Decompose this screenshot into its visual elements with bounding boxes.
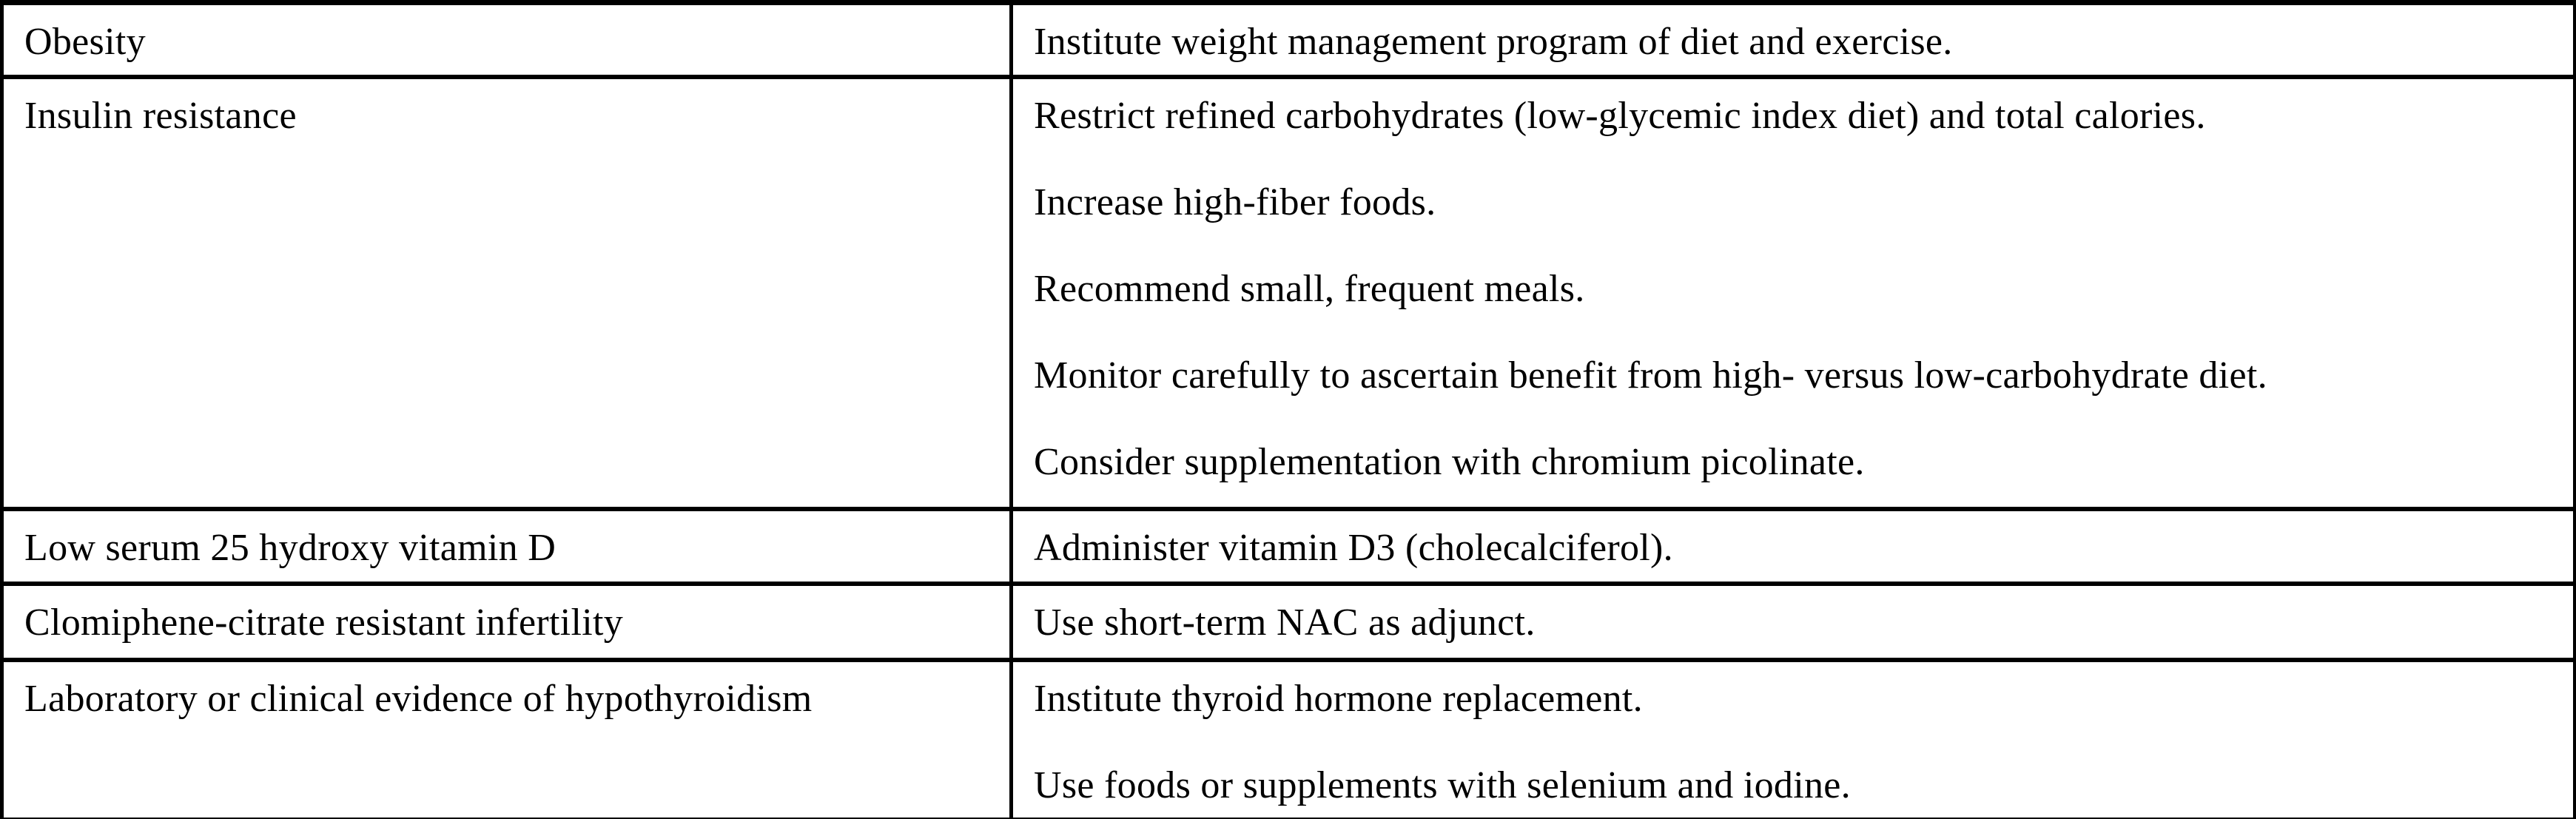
- recommendation-cell: Restrict refined carbohydrates (low-glyc…: [1009, 74, 2576, 511]
- recommendation-text: Use short-term NAC as adjunct.: [1034, 601, 1536, 644]
- recommendation-cell: Institute weight management program of d…: [1009, 0, 2576, 79]
- condition-cell: Obesity: [0, 0, 1013, 79]
- table-row: Laboratory or clinical evidence of hypot…: [0, 657, 2576, 819]
- recommendation-text: Restrict refined carbohydrates (low-glyc…: [1034, 94, 2206, 137]
- recommendation-text: Increase high-fiber foods.: [1034, 181, 1436, 223]
- recommendation-text: Administer vitamin D3 (cholecalciferol).: [1034, 526, 1673, 569]
- recommendation-text: Institute weight management program of d…: [1034, 21, 1953, 63]
- condition-cell: Insulin resistance: [0, 74, 1013, 511]
- recommendation-text: Recommend small, frequent meals.: [1034, 267, 1585, 310]
- condition-text: Obesity: [24, 21, 146, 63]
- table-row: Obesity Institute weight management progr…: [0, 0, 2576, 79]
- condition-text: Insulin resistance: [24, 94, 297, 137]
- recommendation-text: Institute thyroid hormone replacement.: [1034, 677, 1643, 720]
- table-row: Clomiphene-citrate resistant infertility…: [0, 581, 2576, 662]
- condition-text: Low serum 25 hydroxy vitamin D: [24, 526, 556, 569]
- recommendation-text: Consider supplementation with chromium p…: [1034, 440, 1865, 483]
- recommendation-text: Use foods or supplements with selenium a…: [1034, 764, 1851, 806]
- recommendation-cell: Use short-term NAC as adjunct.: [1009, 581, 2576, 662]
- recommendation-cell: Administer vitamin D3 (cholecalciferol).: [1009, 506, 2576, 586]
- condition-cell: Laboratory or clinical evidence of hypot…: [0, 657, 1013, 819]
- condition-text: Laboratory or clinical evidence of hypot…: [24, 677, 813, 720]
- table-row: Insulin resistance Restrict refined carbo…: [0, 74, 2576, 511]
- recommendation-text: Monitor carefully to ascertain benefit f…: [1034, 354, 2267, 397]
- recommendation-cell: Institute thyroid hormone replacement. Us…: [1009, 657, 2576, 819]
- condition-cell: Clomiphene-citrate resistant infertility: [0, 581, 1013, 662]
- condition-cell: Low serum 25 hydroxy vitamin D: [0, 506, 1013, 586]
- condition-text: Clomiphene-citrate resistant infertility: [24, 601, 624, 644]
- table-row: Low serum 25 hydroxy vitamin D Administer…: [0, 506, 2576, 586]
